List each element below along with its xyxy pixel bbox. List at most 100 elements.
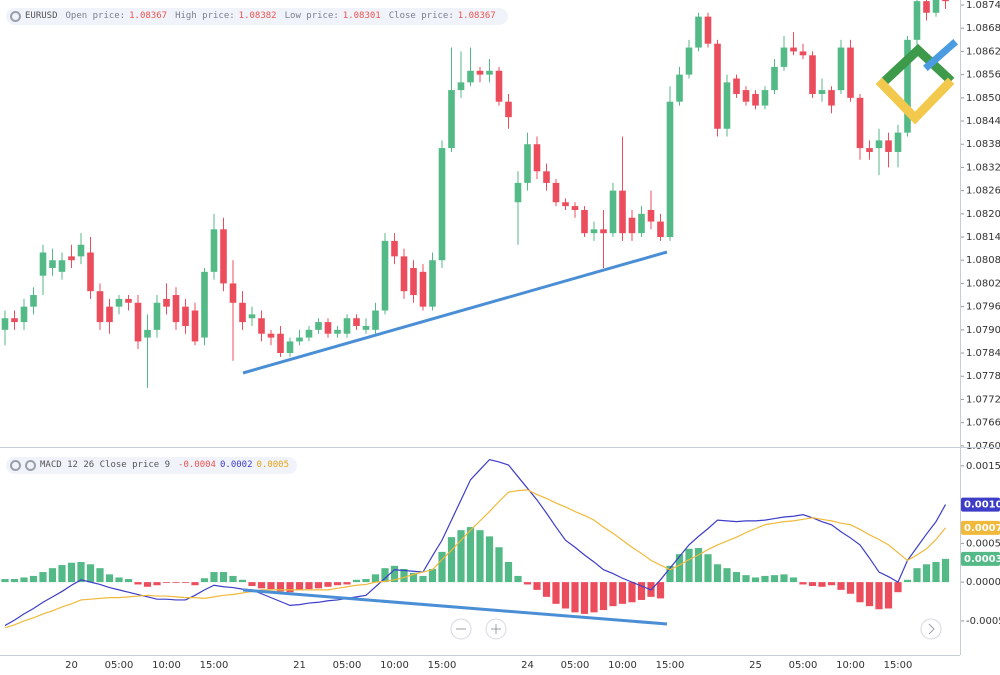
histogram-bar: [865, 582, 874, 607]
histogram-bar: [932, 561, 940, 583]
zoom-in-button[interactable]: [485, 618, 507, 640]
histogram-bar: [333, 582, 342, 586]
candle-body: [590, 229, 598, 234]
candle-body: [343, 318, 351, 334]
candle-body: [723, 82, 731, 129]
histogram-bar: [419, 575, 427, 583]
logo: [875, 39, 958, 125]
histogram-bar: [542, 582, 551, 597]
histogram-bar: [20, 577, 28, 583]
candle-body: [239, 302, 246, 323]
candle-body: [771, 66, 778, 91]
candle-body: [866, 148, 873, 152]
field-label: Low price:: [284, 11, 339, 21]
y-tick-label: 1.07900: [966, 325, 1000, 336]
candle-body: [714, 43, 721, 129]
histogram-bar: [875, 582, 883, 610]
histogram-bar: [58, 565, 66, 583]
zoom-out-button[interactable]: [450, 618, 472, 640]
histogram-bar: [476, 530, 484, 583]
candle-body: [267, 333, 275, 338]
y-tick-label: 0.0005: [966, 538, 1000, 549]
histogram-bar: [162, 582, 171, 583]
candle-body: [258, 318, 265, 334]
histogram-bar: [704, 554, 712, 583]
candle-body: [638, 213, 645, 234]
histogram-bar: [732, 572, 741, 583]
field-label: High price:: [175, 11, 235, 21]
histogram-bar: [105, 574, 114, 583]
candle-body: [733, 78, 740, 94]
x-tick-label: 24: [521, 660, 534, 671]
x-tick-label: 10:00: [608, 660, 637, 671]
histogram-bar: [238, 579, 247, 583]
histogram-bar: [580, 582, 589, 614]
candle-body: [362, 325, 370, 330]
histogram-bar: [504, 561, 513, 583]
settings-icon[interactable]: [25, 460, 36, 471]
histogram-bar: [637, 582, 646, 600]
candle-body: [495, 70, 503, 102]
histogram-bar: [599, 582, 608, 611]
histogram-bar: [780, 574, 788, 583]
histogram-bar: [894, 582, 902, 593]
histogram-bar: [561, 582, 570, 609]
histogram-bar: [856, 582, 864, 603]
histogram-bar: [533, 582, 541, 590]
histogram-bar: [884, 582, 893, 609]
candle-body: [96, 291, 104, 323]
histogram-bar: [675, 554, 684, 583]
histogram-bar: [609, 582, 617, 607]
histogram-bar: [808, 582, 817, 586]
candle-body: [600, 229, 607, 234]
settings-icon[interactable]: [10, 11, 21, 22]
axes: 1.08740 1.08680 1.08620 1.08560 1.08500 1.084…: [65, 0, 1000, 671]
histogram-bar: [10, 579, 19, 583]
candle-body: [191, 310, 199, 342]
histogram-bar: [143, 582, 152, 587]
candle-body: [210, 229, 218, 272]
histogram-bar: [495, 547, 503, 583]
histogram-bar: [751, 577, 760, 583]
candle-body: [790, 47, 797, 52]
price-pane: [1, 0, 949, 388]
histogram-bar: [86, 564, 95, 583]
histogram-bar: [618, 582, 627, 604]
candle-body: [438, 148, 446, 261]
candle-body: [467, 70, 474, 83]
histogram-bar: [267, 582, 275, 590]
macd-pane: [1, 458, 950, 629]
candle-body: [429, 260, 436, 307]
y-tick-label: 1.07660: [966, 418, 1000, 429]
candle-body: [381, 240, 389, 311]
histogram-bar: [390, 565, 399, 583]
histogram-bar: [428, 568, 437, 583]
candle-body: [220, 229, 227, 284]
histogram-bar: [134, 582, 142, 585]
y-tick-label: 1.08200: [966, 209, 1000, 220]
candle-body: [106, 306, 113, 323]
y-tick-label: 1.07960: [966, 302, 1000, 313]
remove-icon[interactable]: [10, 460, 21, 471]
candle-body: [1, 318, 9, 330]
candle-body: [543, 171, 550, 183]
histogram-bar: [409, 572, 418, 583]
histogram-bar: [115, 577, 123, 583]
candle-body: [932, 0, 940, 13]
candle-body: [486, 70, 493, 75]
y-tick-label: 1.07780: [966, 371, 1000, 382]
histogram-bar: [685, 548, 693, 583]
price-legend: EURUSD Open price: 1.08367 High price: 1.0…: [6, 8, 508, 25]
candle-body: [11, 318, 18, 323]
scroll-button[interactable]: [920, 618, 942, 640]
histogram-bar: [314, 582, 323, 589]
histogram-bar: [362, 579, 370, 583]
histogram-bar: [818, 582, 826, 587]
candle-body: [163, 298, 170, 307]
y-tick-label: 1.08560: [966, 70, 1000, 81]
last-value-box: [961, 551, 1000, 566]
y-tick-label: 0.0000: [966, 577, 1000, 588]
candle-body: [305, 329, 313, 338]
